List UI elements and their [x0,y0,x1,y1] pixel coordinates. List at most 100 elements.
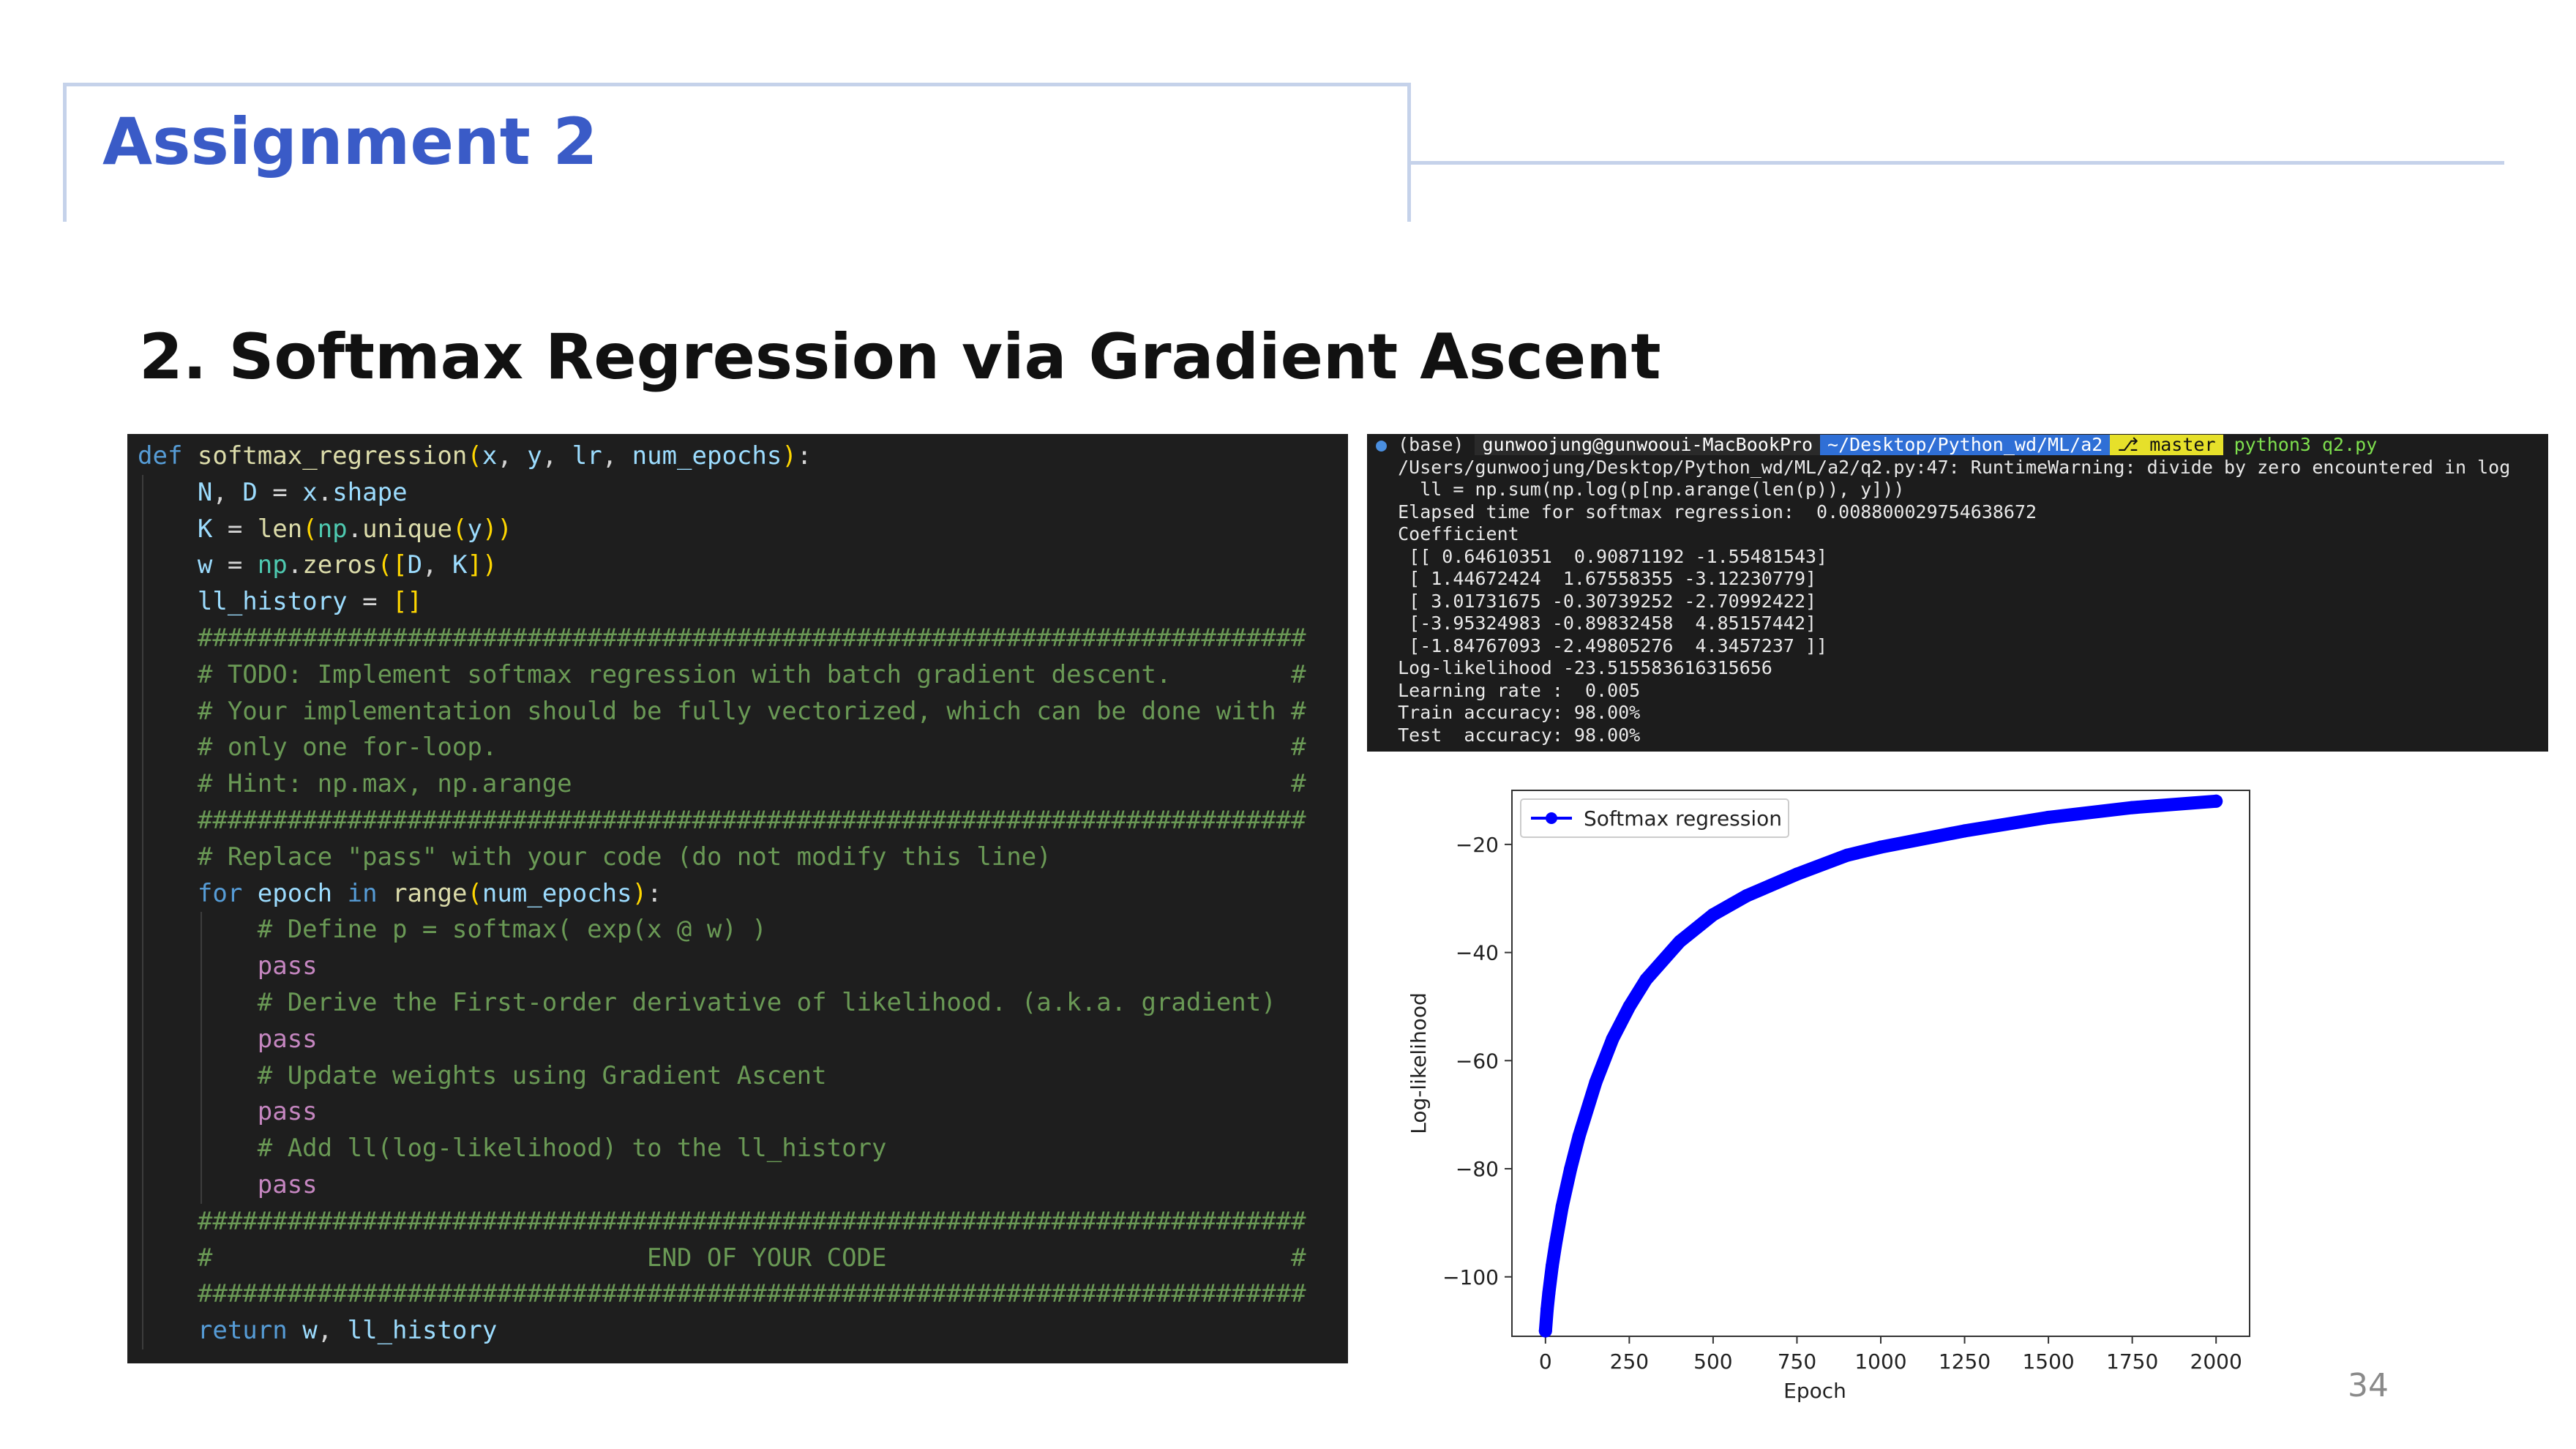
page-number: 34 [2348,1367,2389,1404]
x-tick-label: 1750 [2106,1349,2158,1374]
x-tick-label: 500 [1693,1349,1732,1374]
data-point [1589,1075,1603,1089]
y-tick-label: −100 [1442,1265,1499,1289]
x-tick-label: 0 [1539,1349,1552,1374]
prompt-branch-name: master [2149,434,2216,455]
prompt-command: python3 q2.py [2234,434,2378,455]
y-tick-label: −20 [1456,833,1499,857]
terminal-prompt: ● (base) gunwoojung@gunwooui-MacBookPro ~… [1376,434,2378,455]
terminal-line: Coefficient [1376,523,1519,544]
prompt-path: ~/Desktop/Python_wd/ML/a2 [1820,435,2111,455]
code-line: for epoch in range(num_epochs): [127,875,1348,913]
code-line: pass [127,1021,1348,1058]
x-tick-label: 2000 [2190,1349,2242,1374]
terminal-line: [-3.95324983 -0.89832458 4.85157442] [1376,613,1817,634]
code-line: ########################################… [127,1276,1348,1314]
data-point [1564,1162,1578,1176]
data-point [1545,1259,1559,1273]
data-point [2042,810,2056,824]
data-point [1673,935,1687,948]
code-line: ########################################… [127,620,1348,657]
code-line: # Hint: np.max, np.arange # [127,766,1348,803]
y-tick-label: −60 [1456,1049,1499,1073]
code-line: # Derive the First-order derivative of l… [127,984,1348,1022]
slide-subtitle: 2. Softmax Regression via Gradient Ascen… [139,321,1661,394]
x-axis-label: Epoch [1783,1379,1846,1403]
y-tick-label: −80 [1456,1157,1499,1181]
terminal-line: Log-likelihood -23.515583616315656 [1376,657,1772,678]
terminal-line: ll = np.sum(np.log(p[np.arange(len(p)), … [1376,479,1905,500]
log-likelihood-chart: −20 −40 −60 −80 −100 0 250 500 750 1000 1250 1500 1… [1407,790,2250,1403]
y-axis-label: Log-likelihood [1407,992,1431,1134]
series-line [1538,794,2223,1338]
header-rule [1411,161,2504,165]
code-line: pass [127,1094,1348,1131]
prompt-user-host: gunwoojung@gunwooui-MacBookPro [1475,435,1821,455]
y-axis: −20 −40 −60 −80 −100 [1442,833,1512,1289]
x-tick-label: 1500 [2022,1349,2074,1374]
code-line: pass [127,1167,1348,1204]
data-point [1542,1286,1556,1300]
data-point [1606,1032,1620,1046]
slide-title: Assignment 2 [102,104,598,179]
data-point [2125,801,2139,815]
data-point [1740,889,1753,903]
data-point [1790,867,1804,881]
terminal-line: Test accuracy: 98.00% [1376,724,1641,746]
x-axis: 0 250 500 750 1000 1250 1500 1750 2000 [1539,1336,2242,1374]
series-softmax-regression [1538,794,2223,1338]
terminal-line: /Users/gunwoojung/Desktop/Python_wd/ML/a… [1376,456,2511,478]
code-line: ########################################… [127,1203,1348,1240]
code-line: ll_history = [] [127,584,1348,621]
terminal-screenshot: ● (base) gunwoojung@gunwooui-MacBookPro ~… [1367,434,2548,752]
terminal-line: Learning rate : 0.005 [1376,679,1641,701]
data-point [1958,824,1972,838]
data-point [1572,1129,1586,1143]
x-tick-label: 250 [1610,1349,1649,1374]
code-line: # Define p = softmax( exp(x @ w) ) [127,912,1348,949]
code-line: # only one for-loop. # [127,730,1348,767]
code-line: # END OF YOUR CODE # [127,1240,1348,1277]
data-point [1549,1238,1562,1251]
code-line: # Replace "pass" with your code (do not … [127,839,1348,876]
prompt-branch: ⎇ master [2110,435,2223,455]
code-line: # Update weights using Gradient Ascent [127,1057,1348,1095]
terminal-line: [-1.84767093 -2.49805276 4.3457237 ]] [1376,634,1828,656]
x-tick-label: 750 [1778,1349,1816,1374]
data-point [1555,1199,1569,1213]
legend-box [1520,798,1789,838]
data-point [1874,840,1887,854]
data-point [1706,907,1720,921]
code-line: K = len(np.unique(y)) [127,511,1348,548]
code-line: # TODO: Implement softmax regression wit… [127,656,1348,694]
terminal-line: [[ 0.64610351 0.90871192 -1.55481543] [1376,545,1828,567]
code-line: pass [127,948,1348,985]
code-line: N, D = x.shape [127,474,1348,512]
x-tick-label: 1250 [1939,1349,1991,1374]
data-point [1841,848,1854,862]
y-tick-label: −40 [1456,941,1499,965]
data-point [1639,973,1653,986]
code-line: return w, ll_history [127,1313,1348,1349]
header-frame [63,83,1411,222]
plot-area [1511,790,2250,1337]
terminal-line: [ 1.44672424 1.67558355 -3.12230779] [1376,568,1817,589]
data-point [1540,1303,1554,1317]
terminal-output: /Users/gunwoojung/Desktop/Python_wd/ML/a… [1376,457,2541,747]
legend-marker [1546,812,1557,824]
code-line: def softmax_regression(x, y, lr, num_epo… [138,441,812,471]
code-line: w = np.zeros([D, K]) [127,547,1348,585]
terminal-line: Elapsed time for softmax regression: 0.0… [1376,501,2037,523]
data-point [2209,794,2223,808]
legend-label: Softmax regression [1584,806,1782,831]
code-screenshot: def softmax_regression(x, y, lr, num_epo… [127,434,1348,1363]
branch-icon: ⎇ [2117,434,2150,455]
terminal-line: [ 3.01731675 -0.30739252 -2.70992422] [1376,590,1817,612]
legend: Softmax regression [1520,798,1789,838]
x-tick-label: 1000 [1854,1349,1906,1374]
terminal-line: Train accuracy: 98.00% [1376,702,1641,723]
code-line: # Your implementation should be fully ve… [127,693,1348,730]
data-point [1622,1000,1636,1014]
prompt-env: (base) [1398,434,1464,455]
code-line: ########################################… [127,802,1348,839]
